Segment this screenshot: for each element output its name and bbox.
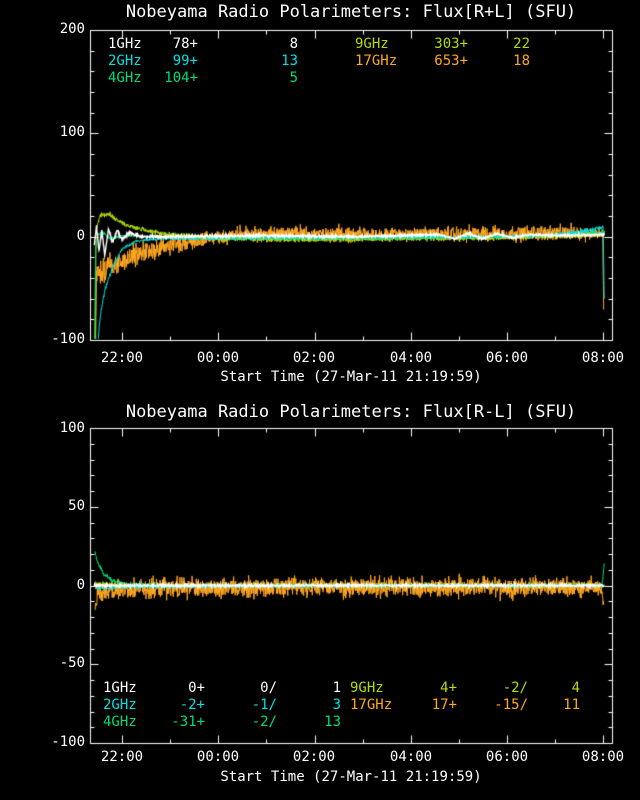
flux-sum-title: Nobeyama Radio Polarimeters: Flux[R+L] (… — [125, 2, 577, 22]
legend-value: -2/ — [251, 714, 277, 730]
legend-label: 17GHz — [350, 697, 393, 713]
x-tick-label: 02:00 — [292, 350, 336, 366]
legend-value: 22 — [513, 36, 530, 52]
legend-value: 653+ — [434, 53, 468, 69]
y-tick-label: 100 — [59, 124, 85, 140]
legend-label: 1GHz — [103, 680, 137, 696]
x-tick-label: 04:00 — [389, 749, 433, 765]
legend-value: 11 — [563, 697, 580, 713]
legend-value: 4 — [571, 680, 580, 696]
legend-value: 13 — [324, 714, 341, 730]
legend-value: 5 — [289, 70, 298, 86]
legend-value: 4+ — [440, 680, 457, 696]
flux-diff-title: Nobeyama Radio Polarimeters: Flux[R-L] (… — [125, 402, 577, 422]
flux-sum-plot-canvas — [0, 0, 640, 400]
legend-value: 303+ — [434, 36, 468, 52]
legend-value: 1 — [332, 680, 341, 696]
x-tick-label: 06:00 — [485, 749, 529, 765]
legend-value: -15/ — [494, 697, 528, 713]
legend-value: -2/ — [502, 680, 528, 696]
y-tick-label: -100 — [51, 331, 85, 347]
y-tick-label: 0 — [76, 228, 85, 244]
legend-value: -1/ — [251, 697, 277, 713]
legend-label: 2GHz — [103, 697, 137, 713]
x-tick-label: 04:00 — [389, 350, 433, 366]
y-tick-label: 200 — [59, 21, 85, 37]
y-tick-label: 0 — [76, 577, 85, 593]
flux-sum-legend-left: 1GHz 78+ 8 2GHz 99+ 13 4GHz 104+ 5 — [108, 36, 298, 87]
legend-value: 18 — [513, 53, 530, 69]
legend-label: 1GHz — [108, 36, 142, 52]
flux-sum-legend-right: 9GHz 303+ 22 17GHz 653+ 18 — [355, 36, 530, 70]
y-tick-label: 50 — [68, 498, 85, 514]
x-tick-label: 08:00 — [581, 350, 625, 366]
legend-label: 4GHz — [108, 70, 142, 86]
x-tick-label: 06:00 — [485, 350, 529, 366]
legend-value: 0+ — [188, 680, 205, 696]
y-tick-label: 100 — [59, 420, 85, 436]
x-tick-label: 22:00 — [100, 749, 144, 765]
flux-sum-panel: Nobeyama Radio Polarimeters: Flux[R+L] (… — [0, 0, 640, 400]
x-tick-label: 00:00 — [196, 749, 240, 765]
legend-value: -2+ — [179, 697, 205, 713]
x-tick-label: 22:00 — [100, 350, 144, 366]
legend-label: 4GHz — [103, 714, 137, 730]
x-tick-label: 08:00 — [581, 749, 625, 765]
x-tick-label: 02:00 — [292, 749, 336, 765]
y-tick-label: -100 — [51, 734, 85, 750]
legend-value: 99+ — [172, 53, 198, 69]
flux-diff-panel: Nobeyama Radio Polarimeters: Flux[R-L] (… — [0, 400, 640, 800]
legend-value: -31+ — [171, 714, 205, 730]
flux-diff-legend-right: 9GHz 4+ -2/ 4 17GHz 17+ -15/ 11 — [350, 680, 580, 714]
legend-value: 8 — [289, 36, 298, 52]
legend-value: 3 — [332, 697, 341, 713]
x-axis-title: Start Time (27-Mar-11 21:19:59) — [220, 369, 482, 385]
legend-value: 104+ — [164, 70, 198, 86]
flux-diff-legend-left: 1GHz 0+ 0/ 1 2GHz -2+ -1/ 3 4GHz -31+ -2… — [103, 680, 341, 731]
legend-label: 9GHz — [350, 680, 384, 696]
legend-label: 17GHz — [355, 53, 398, 69]
legend-value: 17+ — [431, 697, 457, 713]
x-axis-title: Start Time (27-Mar-11 21:19:59) — [220, 769, 482, 785]
legend-value: 0/ — [260, 680, 277, 696]
legend-label: 2GHz — [108, 53, 142, 69]
legend-label: 9GHz — [355, 36, 389, 52]
flux-diff-plot-canvas — [0, 400, 640, 800]
legend-value: 78+ — [172, 36, 198, 52]
legend-value: 13 — [281, 53, 298, 69]
x-tick-label: 00:00 — [196, 350, 240, 366]
y-tick-label: -50 — [59, 655, 85, 671]
